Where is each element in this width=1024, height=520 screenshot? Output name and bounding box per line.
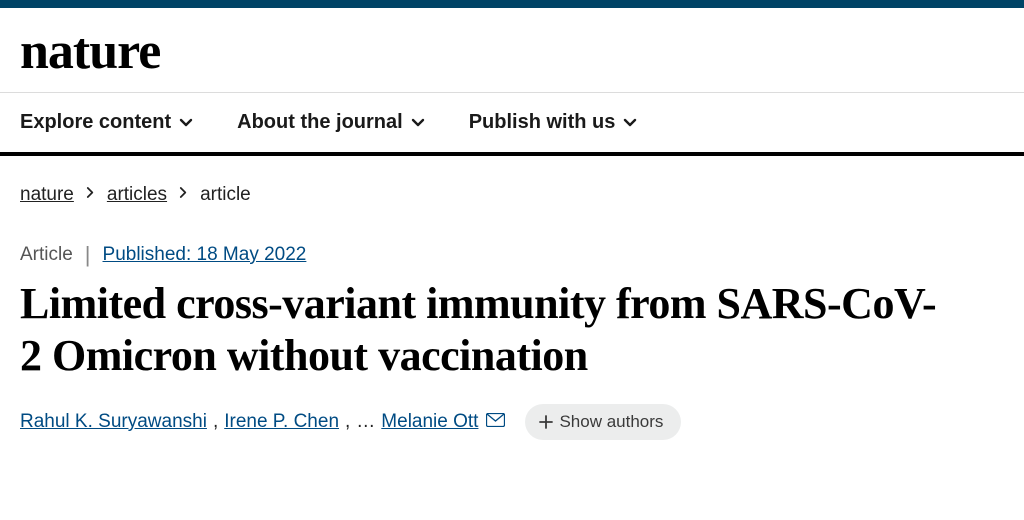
nav-label: Publish with us — [469, 111, 616, 134]
logo-bar: nature — [0, 8, 1024, 92]
site-logo[interactable]: nature — [20, 26, 1004, 78]
chevron-right-icon — [179, 186, 188, 204]
breadcrumb-link-nature[interactable]: nature — [20, 184, 74, 206]
article-title: Limited cross-variant immunity from SARS… — [0, 266, 960, 382]
main-nav: Explore content About the journal Publis… — [0, 92, 1024, 156]
top-accent-bar — [0, 0, 1024, 8]
author-link[interactable]: Melanie Ott — [381, 411, 478, 433]
author-separator: , — [213, 411, 218, 433]
author-link[interactable]: Rahul K. Suryawanshi — [20, 411, 207, 433]
show-authors-button[interactable]: Show authors — [525, 404, 681, 440]
mail-icon[interactable] — [486, 413, 505, 427]
breadcrumb-current: article — [200, 184, 251, 206]
show-authors-label: Show authors — [559, 412, 663, 432]
author-separator: , — [345, 411, 350, 433]
chevron-right-icon — [86, 186, 95, 204]
authors-row: Rahul K. Suryawanshi, Irene P. Chen, … M… — [0, 382, 1024, 440]
article-meta: Article | Published: 18 May 2022 — [0, 206, 1024, 266]
chevron-down-icon — [623, 116, 637, 130]
article-type-label: Article — [20, 244, 73, 266]
published-date-link[interactable]: Published: 18 May 2022 — [103, 244, 307, 266]
plus-icon — [539, 415, 553, 429]
nav-label: Explore content — [20, 111, 171, 134]
meta-divider: | — [85, 244, 91, 266]
nav-label: About the journal — [237, 111, 403, 134]
chevron-down-icon — [179, 116, 193, 130]
chevron-down-icon — [411, 116, 425, 130]
author-ellipsis: … — [356, 411, 375, 433]
breadcrumb-link-articles[interactable]: articles — [107, 184, 167, 206]
breadcrumb: nature articles article — [0, 156, 1024, 206]
nav-explore-content[interactable]: Explore content — [20, 111, 193, 134]
nav-publish-with-us[interactable]: Publish with us — [469, 111, 638, 134]
nav-about-journal[interactable]: About the journal — [237, 111, 425, 134]
author-link[interactable]: Irene P. Chen — [224, 411, 339, 433]
